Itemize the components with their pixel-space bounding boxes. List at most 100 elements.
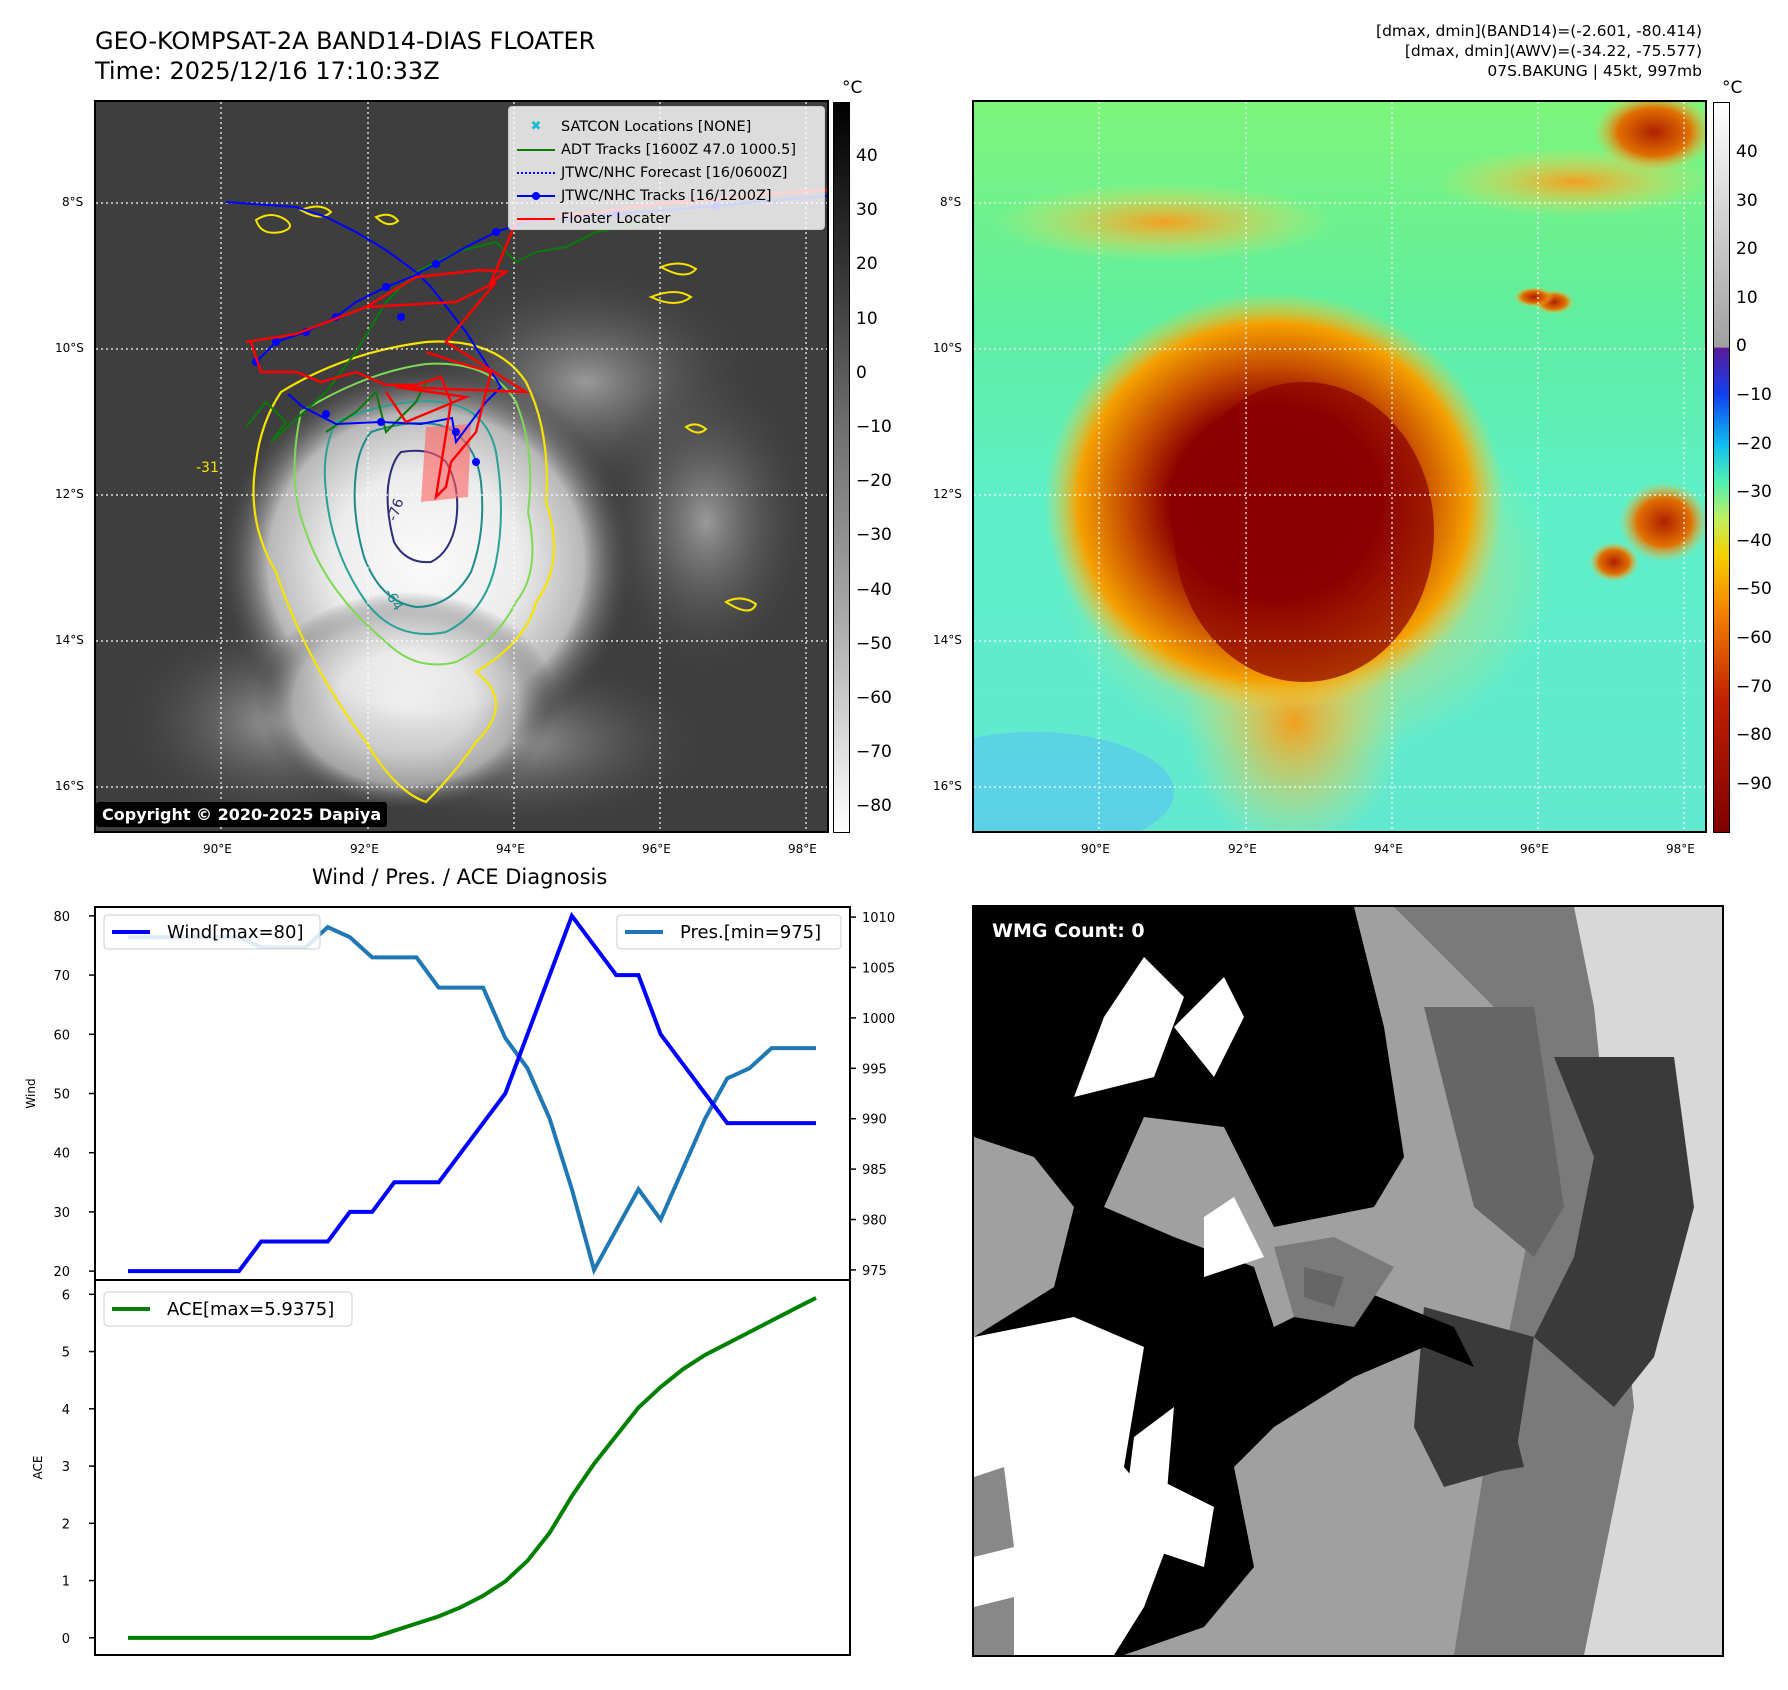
lon-label: 94°E <box>1374 842 1403 856</box>
lat-label: 16°S <box>933 779 962 793</box>
upper-axes-frame <box>94 906 851 1281</box>
ace-tick-label: 0 <box>62 1632 70 1647</box>
colorbar-unit: °C <box>1722 78 1743 98</box>
ace-tick-label: 3 <box>62 1460 70 1475</box>
wmg-count-badge: WMG Count: 0 <box>984 915 1153 947</box>
lat-label: 10°S <box>933 341 962 355</box>
contour-label: -76 <box>385 496 408 523</box>
pressure-tick-label: 1005 <box>862 961 895 976</box>
legend-item-floater: Floater Locater <box>517 207 817 230</box>
ace-tick-label: 5 <box>62 1346 70 1361</box>
colorbar-tick-label: −70 <box>1736 676 1772 697</box>
colorbar-tick-label: −60 <box>1736 628 1772 648</box>
pressure-tick-label: 985 <box>862 1163 887 1178</box>
colorbar-tick-label: −10 <box>856 417 892 437</box>
colorbar-tick-label: −60 <box>856 688 892 708</box>
lat-label: 8°S <box>62 195 84 209</box>
awv-colorbar <box>1713 102 1730 833</box>
legend-item-satcon: ✖ SATCON Locations [NONE] <box>517 115 817 138</box>
lon-label: 94°E <box>496 842 525 856</box>
colorbar-tick-label: 10 <box>856 308 878 329</box>
colorbar-tick-label: 0 <box>1736 336 1747 357</box>
colorbar-tick-label: −30 <box>1736 482 1772 503</box>
awv-enhanced-map <box>972 100 1707 833</box>
chart-title: Wind / Pres. / ACE Diagnosis <box>312 865 608 889</box>
colorbar-tick-label: −20 <box>856 471 892 492</box>
wind-tick-label: 40 <box>53 1147 70 1162</box>
wind-tick-label: 60 <box>53 1028 70 1043</box>
lon-label: 96°E <box>642 842 671 856</box>
contour-label: -31 <box>196 460 219 476</box>
colorbar-tick-label: −20 <box>1736 433 1772 454</box>
copyright-badge: Copyright © 2020-2025 Dapiya <box>96 802 388 827</box>
wind-tick-label: 20 <box>53 1265 70 1280</box>
pressure-tick-label: 1010 <box>862 911 895 926</box>
wind-tick-label: 50 <box>53 1088 70 1103</box>
legend-item-forecast: JTWC/NHC Forecast [16/0600Z] <box>517 161 817 184</box>
colorbar-tick-label: −90 <box>1736 773 1772 794</box>
grayscale-colorbar <box>833 102 850 833</box>
colorbar-unit: °C <box>842 78 863 98</box>
wind-tick-label: 80 <box>53 910 70 925</box>
ace-legend-box <box>103 1291 353 1327</box>
ace-tick-label: 2 <box>62 1517 70 1532</box>
pressure-tick-label: 995 <box>862 1062 887 1077</box>
pressure-tick-label: 975 <box>862 1264 887 1279</box>
dotted-line-icon <box>517 171 555 174</box>
lon-label: 98°E <box>788 842 817 856</box>
pressure-legend-label: Pres.[min=975] <box>680 922 821 943</box>
lower-axes-frame <box>94 1279 851 1656</box>
lon-label: 90°E <box>1081 842 1110 856</box>
colorbar-tick-label: 30 <box>856 200 878 221</box>
ace-line <box>128 1296 817 1640</box>
ir-satellite-map: -31 -76 -64 ✖ SATCON Locations [NONE] <box>94 100 829 833</box>
colorbar-tick-label: 40 <box>1736 142 1758 162</box>
wind-tick-label: 30 <box>53 1206 70 1221</box>
wind-line <box>128 911 816 1274</box>
colorbar-tick-label: 40 <box>856 146 878 166</box>
colorbar-tick-label: −80 <box>1736 725 1772 746</box>
lat-label: 14°S <box>933 633 962 647</box>
ace-legend-label: ACE[max=5.9375] <box>167 1299 334 1320</box>
ace-tick-label: 1 <box>62 1575 70 1590</box>
colorbar-tick-label: 20 <box>856 254 878 275</box>
pressure-line <box>128 924 816 1276</box>
map-legend: ✖ SATCON Locations [NONE] ADT Tracks [16… <box>508 106 825 230</box>
wind-legend-label: Wind[max=80] <box>167 922 304 943</box>
ace-axis-label: ACE <box>31 1456 45 1480</box>
diagnosis-chart: 8070605040302010101005100099599098598097… <box>24 906 895 1656</box>
lon-label: 98°E <box>1666 842 1695 856</box>
lat-label: 12°S <box>933 487 962 501</box>
colorbar-tick-label: −80 <box>856 796 892 817</box>
wind-tick-label: 70 <box>53 969 70 984</box>
legend-item-adt: ADT Tracks [1600Z 47.0 1000.5] <box>517 138 817 161</box>
ace-tick-label: 6 <box>62 1288 70 1303</box>
storm-info: 07S.BAKUNG | 45kt, 997mb <box>1487 62 1702 80</box>
colorbar-tick-label: 30 <box>1736 190 1758 211</box>
colorbar-tick-label: 10 <box>1736 287 1758 308</box>
x-marker-icon: ✖ <box>530 119 542 134</box>
lon-label: 96°E <box>1520 842 1549 856</box>
colorbar-tick-label: −10 <box>1736 385 1772 405</box>
figure-time: Time: 2025/12/16 17:10:33Z <box>95 57 440 85</box>
lon-label: 92°E <box>350 842 379 856</box>
wind-legend-box <box>103 914 321 950</box>
band14-range: [dmax, dmin](BAND14)=(-2.601, -80.414) <box>1376 22 1702 40</box>
lat-label: 8°S <box>940 195 962 209</box>
lat-label: 16°S <box>55 779 84 793</box>
colorbar-tick-label: −40 <box>1736 530 1772 551</box>
lat-label: 14°S <box>55 633 84 647</box>
awv-range: [dmax, dmin](AWV)=(-34.22, -75.577) <box>1404 42 1702 60</box>
line-marker-icon <box>517 217 555 220</box>
pressure-legend-box <box>616 914 842 950</box>
ace-tick-label: 4 <box>62 1403 70 1418</box>
lat-label: 12°S <box>55 487 84 501</box>
colorbar-tick-label: −40 <box>856 579 892 600</box>
colorbar-tick-label: 20 <box>1736 239 1758 260</box>
lon-label: 92°E <box>1228 842 1257 856</box>
colorbar-tick-label: −70 <box>856 742 892 763</box>
line-dot-marker-icon <box>517 191 555 200</box>
colorbar-tick-label: −50 <box>856 633 892 654</box>
colorbar-tick-label: −50 <box>1736 579 1772 600</box>
lon-label: 90°E <box>203 842 232 856</box>
